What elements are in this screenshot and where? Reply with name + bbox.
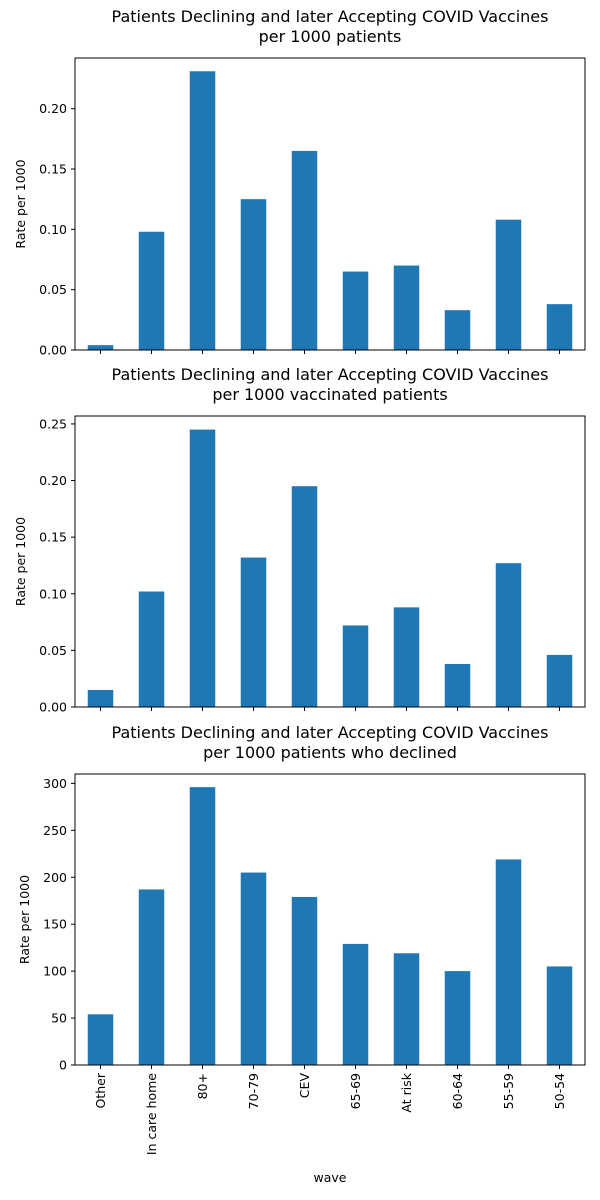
x-tick-label: At risk	[399, 1072, 414, 1112]
y-tick-label: 0.15	[39, 162, 67, 177]
x-tick-label: Other	[93, 1072, 108, 1108]
bar-65-69	[342, 625, 369, 707]
bar-80-	[189, 787, 216, 1065]
y-tick-label: 0.10	[39, 586, 67, 601]
bar-65-69	[342, 943, 369, 1065]
y-tick-label: 100	[43, 964, 67, 979]
chart-title-line: Patients Declining and later Accepting C…	[112, 365, 549, 384]
y-tick-label: 0.00	[39, 343, 67, 358]
x-tick-label: 55-59	[501, 1073, 516, 1109]
chart-title-line: per 1000 patients who declined	[203, 743, 457, 762]
y-axis-label: Rate per 1000	[13, 159, 28, 248]
y-tick-label: 150	[43, 917, 67, 932]
bar-50-54	[546, 654, 573, 707]
chart-title-line: Patients Declining and later Accepting C…	[112, 7, 549, 26]
bar-70-79	[240, 557, 267, 707]
y-tick-label: 250	[43, 823, 67, 838]
x-axis-label: wave	[314, 1170, 347, 1185]
chart-title: Patients Declining and later Accepting C…	[112, 7, 549, 46]
bar-other	[87, 345, 114, 350]
x-tick-label: 70-79	[246, 1073, 261, 1109]
chart-panel-1: Patients Declining and later Accepting C…	[13, 7, 586, 358]
bar-in-care-home	[138, 889, 165, 1065]
bar-other	[87, 690, 114, 707]
y-tick-label: 50	[51, 1011, 67, 1026]
y-tick-label: 0.05	[39, 643, 67, 658]
bar-other	[87, 1014, 114, 1065]
x-tick-label: 60-64	[450, 1073, 465, 1109]
bar-50-54	[546, 304, 573, 350]
chart-title-line: per 1000 patients	[259, 27, 402, 46]
bar-in-care-home	[138, 591, 165, 707]
y-axis-label: Rate per 1000	[13, 517, 28, 606]
bar-60-64	[444, 310, 471, 350]
bar-55-59	[495, 563, 522, 707]
y-tick-label: 0.15	[39, 530, 67, 545]
x-tick-label: 80+	[195, 1073, 210, 1099]
bar-60-64	[444, 971, 471, 1065]
x-tick-label: CEV	[297, 1073, 312, 1099]
y-tick-label: 0.25	[39, 416, 67, 431]
y-axis-label: Rate per 1000	[17, 875, 32, 964]
plot-frame	[74, 773, 586, 1066]
chart-title-line: per 1000 vaccinated patients	[212, 385, 447, 404]
bar-55-59	[495, 859, 522, 1065]
x-tick-label: 50-54	[552, 1073, 567, 1109]
bar-cev	[291, 150, 318, 350]
bar-80-	[189, 429, 216, 707]
y-tick-label: 200	[43, 870, 67, 885]
chart-title-line: Patients Declining and later Accepting C…	[112, 723, 549, 742]
bar-in-care-home	[138, 231, 165, 350]
y-tick-label: 0.20	[39, 101, 67, 116]
plot-frame	[74, 415, 586, 708]
y-tick-label: 300	[43, 776, 67, 791]
bar-60-64	[444, 663, 471, 707]
bar-80-	[189, 71, 216, 350]
y-tick-label: 0.10	[39, 222, 67, 237]
chart-title: Patients Declining and later Accepting C…	[112, 365, 549, 404]
plot-frame	[74, 57, 586, 351]
bar-55-59	[495, 219, 522, 350]
bar-50-54	[546, 966, 573, 1065]
bar-cev	[291, 896, 318, 1065]
y-tick-label: 0.05	[39, 282, 67, 297]
bar-70-79	[240, 199, 267, 350]
bar-65-69	[342, 271, 369, 350]
y-tick-label: 0.00	[39, 700, 67, 715]
y-tick-label: 0.20	[39, 473, 67, 488]
chart-panel-2: Patients Declining and later Accepting C…	[13, 365, 586, 715]
bar-at-risk	[393, 265, 420, 350]
x-tick-label: 65-69	[348, 1073, 363, 1109]
bar-at-risk	[393, 607, 420, 707]
chart-panel-3: Patients Declining and later Accepting C…	[17, 723, 586, 1155]
bar-70-79	[240, 872, 267, 1065]
chart-title: Patients Declining and later Accepting C…	[112, 723, 549, 762]
y-tick-label: 0	[59, 1058, 67, 1073]
bar-at-risk	[393, 953, 420, 1065]
bar-cev	[291, 486, 318, 707]
x-tick-label: In care home	[144, 1073, 159, 1155]
